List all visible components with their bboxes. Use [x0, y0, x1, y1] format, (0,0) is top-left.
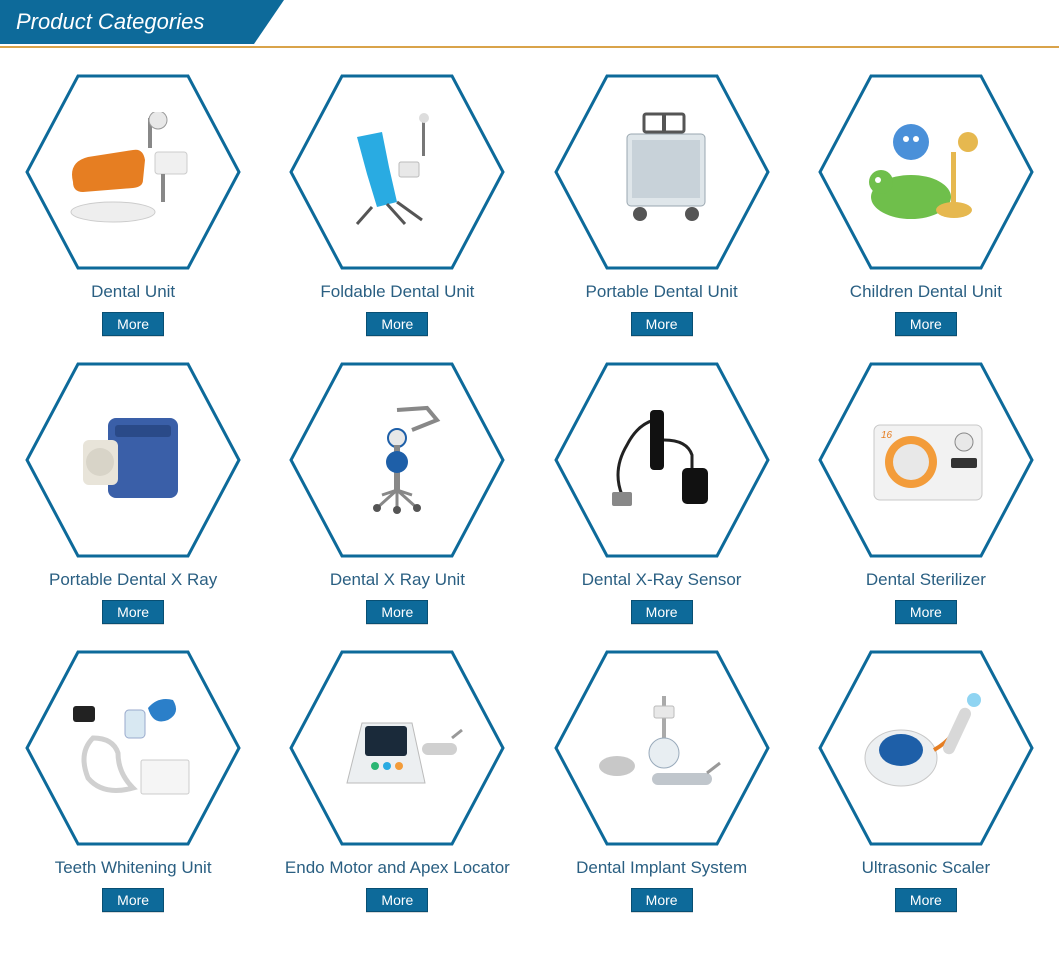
category-label: Endo Motor and Apex Locator	[285, 858, 510, 880]
hexagon-frame[interactable]	[23, 648, 243, 848]
hexagon-frame[interactable]	[552, 360, 772, 560]
category-card: Children Dental Unit More	[809, 72, 1043, 336]
category-card: Teeth Whitening Unit More	[16, 648, 250, 912]
hexagon-frame[interactable]	[816, 648, 1036, 848]
category-label: Dental X-Ray Sensor	[582, 570, 742, 592]
more-button[interactable]: More	[102, 312, 164, 336]
xray-stand-icon	[327, 400, 467, 520]
category-label: Foldable Dental Unit	[320, 282, 474, 304]
more-button[interactable]: More	[366, 600, 428, 624]
category-card: Dental Unit More	[16, 72, 250, 336]
portable-xray-icon	[63, 400, 203, 520]
more-button[interactable]: More	[366, 312, 428, 336]
children-cartoon-icon	[856, 112, 996, 232]
more-button[interactable]: More	[895, 600, 957, 624]
portable-cart-icon	[592, 112, 732, 232]
hexagon-frame[interactable]	[287, 360, 507, 560]
category-label: Portable Dental Unit	[586, 282, 738, 304]
more-button[interactable]: More	[895, 888, 957, 912]
more-button[interactable]: More	[895, 312, 957, 336]
more-button[interactable]: More	[631, 312, 693, 336]
category-label: Ultrasonic Scaler	[862, 858, 991, 880]
category-card: Ultrasonic Scaler More	[809, 648, 1043, 912]
xray-sensor-icon	[592, 400, 732, 520]
category-card: Endo Motor and Apex Locator More	[280, 648, 514, 912]
svg-text:16: 16	[881, 430, 893, 441]
category-card: Foldable Dental Unit More	[280, 72, 514, 336]
ultrasonic-scaler-icon	[856, 688, 996, 808]
implant-system-icon	[592, 688, 732, 808]
more-button[interactable]: More	[631, 888, 693, 912]
category-label: Dental Unit	[91, 282, 175, 304]
category-card: Portable Dental Unit More	[545, 72, 779, 336]
hexagon-frame[interactable]	[287, 648, 507, 848]
category-card: 16 Dental Sterilizer More	[809, 360, 1043, 624]
category-card: Dental Implant System More	[545, 648, 779, 912]
category-grid: Dental Unit More Foldable Dental Unit Mo…	[0, 52, 1059, 932]
category-label: Portable Dental X Ray	[49, 570, 217, 592]
header-bar: Product Categories	[0, 0, 1059, 48]
hexagon-frame[interactable]	[552, 72, 772, 272]
hexagon-frame[interactable]	[23, 72, 243, 272]
category-label: Dental Sterilizer	[866, 570, 986, 592]
category-card: Portable Dental X Ray More	[16, 360, 250, 624]
foldable-chair-icon	[327, 112, 467, 232]
page-title: Product Categories	[0, 0, 254, 44]
endo-motor-icon	[327, 688, 467, 808]
category-label: Children Dental Unit	[850, 282, 1002, 304]
more-button[interactable]: More	[102, 600, 164, 624]
more-button[interactable]: More	[366, 888, 428, 912]
hexagon-frame[interactable]: 16	[816, 360, 1036, 560]
sterilizer-icon: 16	[856, 400, 996, 520]
hexagon-frame[interactable]	[816, 72, 1036, 272]
category-card: Dental X-Ray Sensor More	[545, 360, 779, 624]
header-underline	[0, 46, 1059, 48]
whitening-icon	[63, 688, 203, 808]
more-button[interactable]: More	[102, 888, 164, 912]
hexagon-frame[interactable]	[552, 648, 772, 848]
more-button[interactable]: More	[631, 600, 693, 624]
hexagon-frame[interactable]	[287, 72, 507, 272]
category-label: Teeth Whitening Unit	[55, 858, 212, 880]
category-label: Dental Implant System	[576, 858, 747, 880]
category-label: Dental X Ray Unit	[330, 570, 465, 592]
dental-chair-icon	[63, 112, 203, 232]
category-card: Dental X Ray Unit More	[280, 360, 514, 624]
hexagon-frame[interactable]	[23, 360, 243, 560]
